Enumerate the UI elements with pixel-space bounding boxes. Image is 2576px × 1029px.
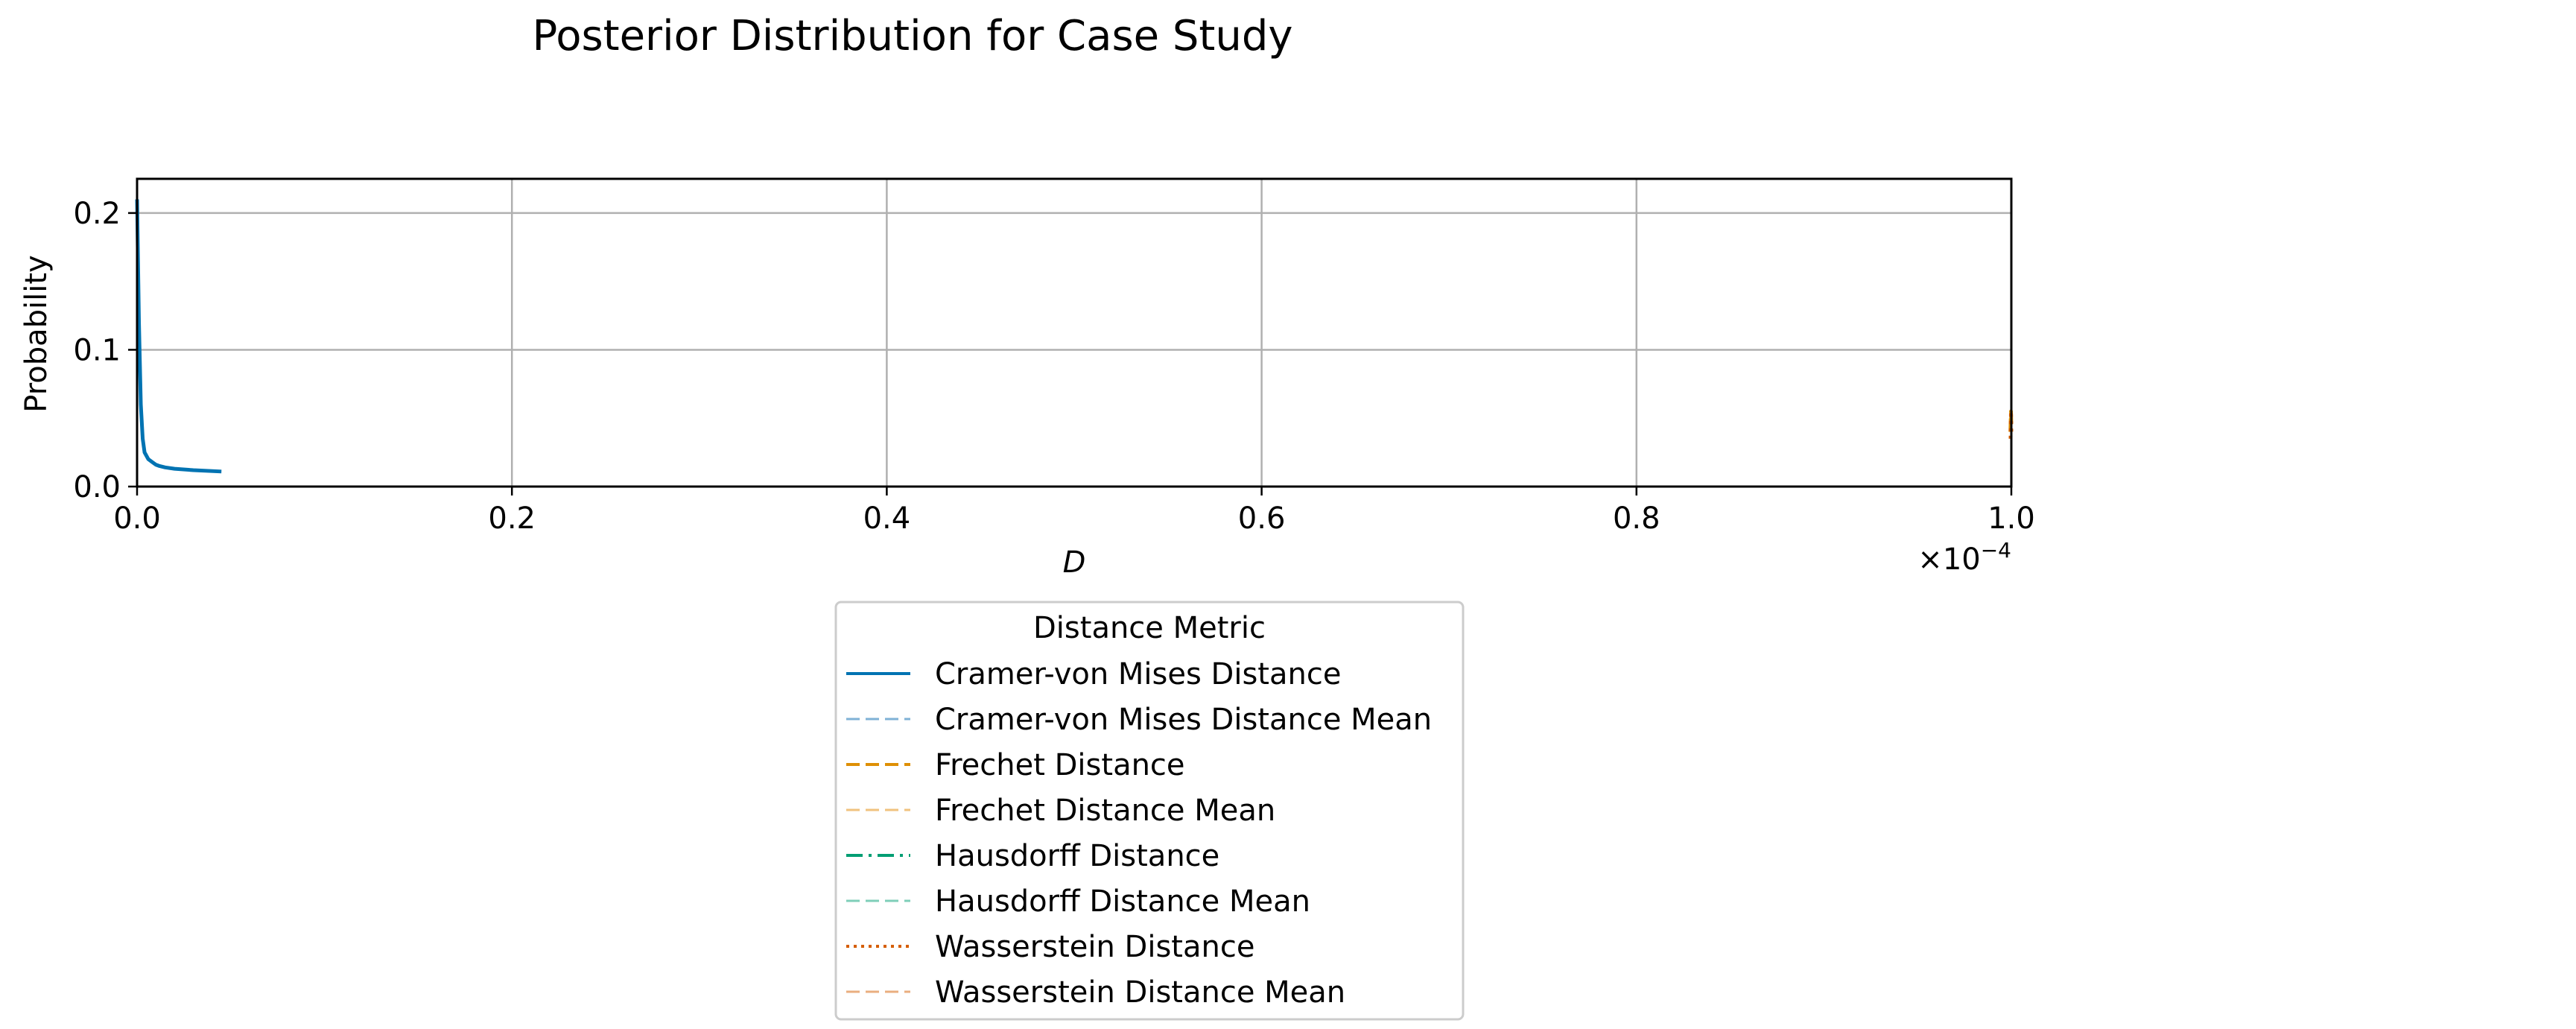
y-axis-label: Probability [19,255,54,412]
plot-area-frame [136,177,2013,488]
grid-lines [137,179,2011,487]
chart-title: Posterior Distribution for Case Study [532,12,1292,60]
x-axis-label: D [1063,545,1086,580]
y-axis-ticks: 0.0 0.1 0.2 [73,197,137,504]
legend-box [834,601,1465,1021]
legend-label: Hausdorff Distance [935,839,1219,873]
legend-title: Distance Metric [1033,611,1266,645]
y-tick-label: 0.2 [73,197,121,231]
x-axis-scale-offset: ×10−4 [1917,538,2011,577]
x-axis-scale-exponent: −4 [1981,538,2011,563]
legend-entries: Cramer-von Mises Distance Cramer-von Mise… [846,657,1432,1010]
legend-label: Wasserstein Distance Mean [935,975,1345,1010]
x-tick-label: 0.8 [1613,501,1660,536]
series-line-cramer-von-mises-distance [135,199,222,474]
x-axis-ticks: 0.0 0.2 0.4 0.6 0.8 1.0 [113,487,2035,536]
legend: Distance Metric Cramer-von Mises Distanc… [834,601,1465,1021]
legend-label: Frechet Distance [935,748,1185,782]
legend-label: Cramer-von Mises Distance Mean [935,703,1432,737]
x-axis-scale-base: ×10 [1917,542,1980,577]
x-tick-label: 1.0 [1987,501,2035,536]
x-tick-label: 0.0 [113,501,161,536]
x-tick-label: 0.4 [863,501,911,536]
y-tick-label: 0.0 [73,470,121,504]
legend-label: Hausdorff Distance Mean [935,884,1310,919]
y-tick-label: 0.1 [73,333,121,367]
x-tick-label: 0.6 [1238,501,1286,536]
legend-label: Cramer-von Mises Distance [935,657,1341,691]
legend-label: Wasserstein Distance [935,930,1254,964]
legend-label: Frechet Distance Mean [935,794,1275,828]
x-tick-label: 0.2 [488,501,536,536]
